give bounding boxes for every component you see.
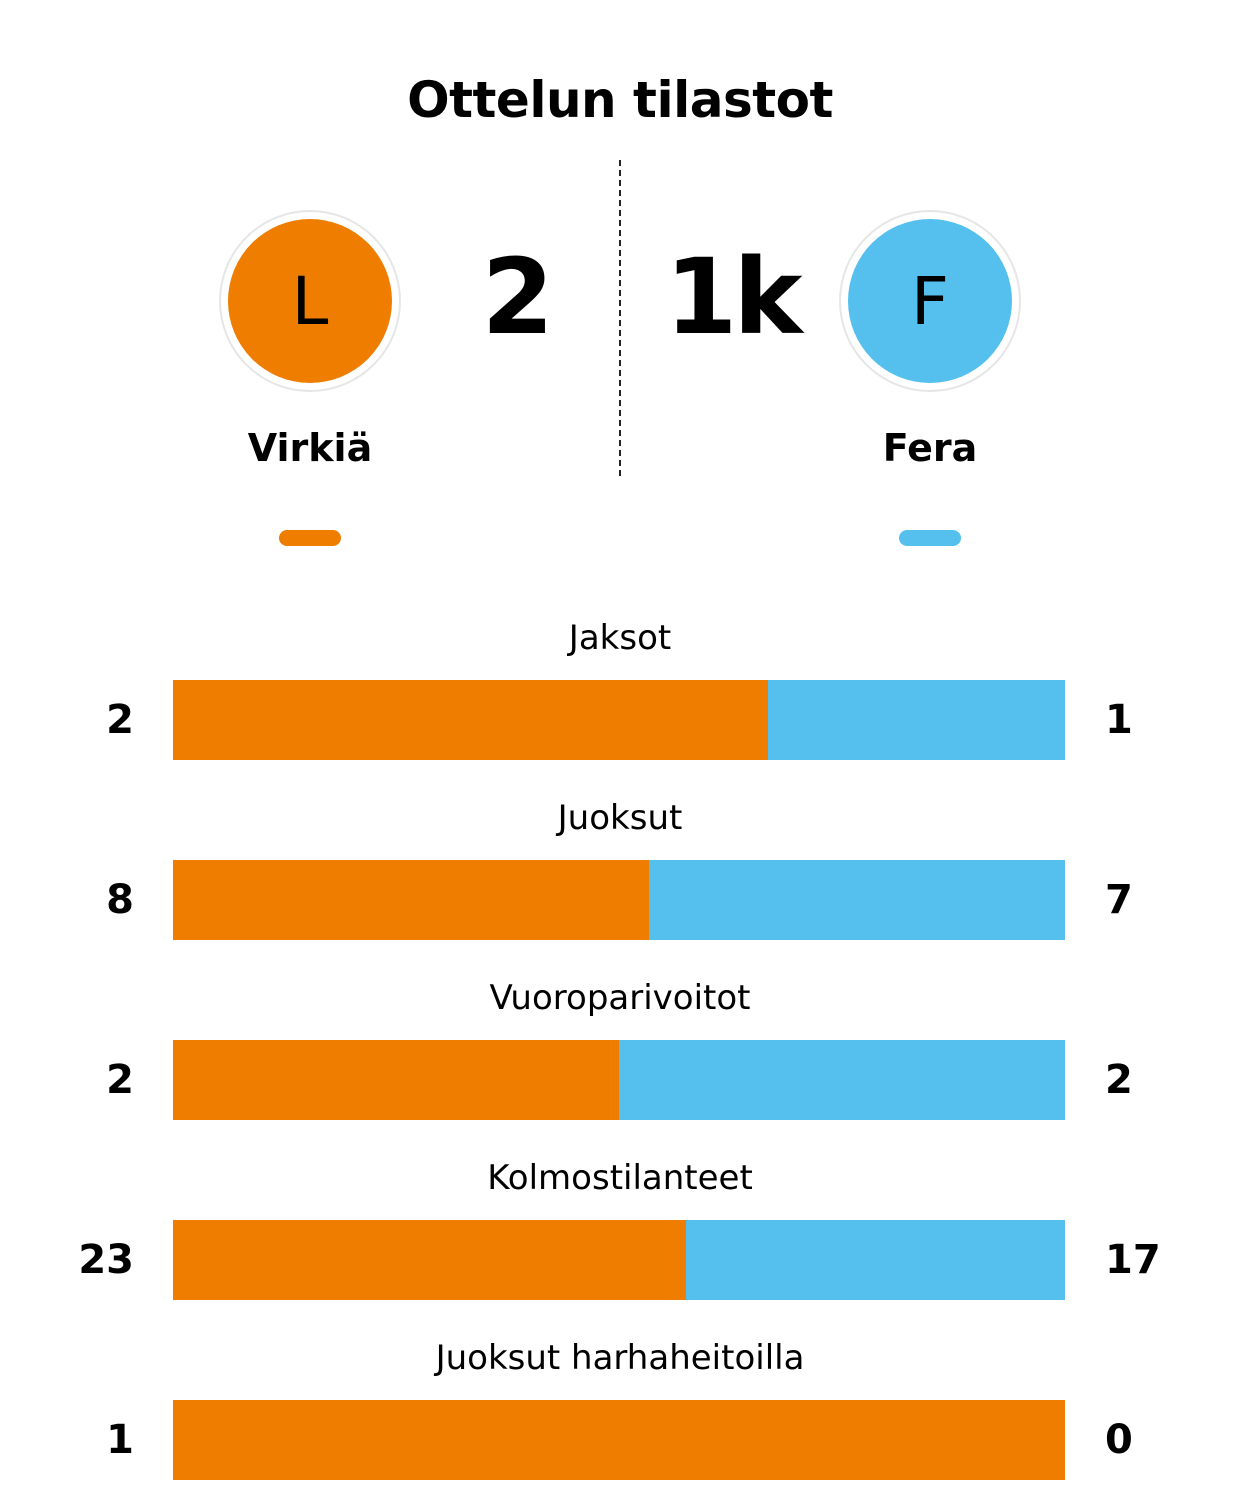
away-team-logo: F <box>839 210 1021 392</box>
away-stat-bar-segment <box>685 1220 1065 1300</box>
page-title: Ottelun tilastot <box>407 71 833 129</box>
home-team-color-legend <box>279 530 341 546</box>
stat-bar <box>173 1400 1065 1480</box>
home-stat-bar-segment <box>173 1400 1065 1480</box>
away-stat-value: 17 <box>1105 1237 1161 1283</box>
away-stat-bar-segment <box>648 860 1065 940</box>
stat-label: Juoksut harhaheitoilla <box>435 1338 805 1378</box>
stat-bar <box>173 1040 1065 1120</box>
home-stat-value: 1 <box>106 1417 134 1463</box>
away-stat-value: 0 <box>1105 1417 1133 1463</box>
away-stat-bar-segment <box>767 680 1065 760</box>
home-stat-bar-segment <box>173 860 649 940</box>
home-team-logo: L <box>219 210 401 392</box>
home-team-name: Virkiä <box>247 426 373 470</box>
home-team-logo-letter: L <box>228 219 392 383</box>
stat-label: Vuoroparivoitot <box>489 978 751 1018</box>
stat-label: Kolmostilanteet <box>487 1158 753 1198</box>
stat-bar <box>173 680 1065 760</box>
home-stat-value: 2 <box>106 1057 134 1103</box>
home-stat-value: 23 <box>78 1237 134 1283</box>
away-stat-value: 7 <box>1105 877 1133 923</box>
stat-label: Jaksot <box>568 618 672 658</box>
away-stat-value: 1 <box>1105 697 1133 743</box>
stat-label: Juoksut <box>557 798 683 838</box>
away-team-logo-letter: F <box>848 219 1012 383</box>
home-stat-bar-segment <box>173 1040 619 1120</box>
away-stat-value: 2 <box>1105 1057 1133 1103</box>
away-team-name: Fera <box>882 426 978 470</box>
stat-bar <box>173 1220 1065 1300</box>
home-stat-bar-segment <box>173 1220 686 1300</box>
stat-bar <box>173 860 1065 940</box>
away-team-color-legend <box>899 530 961 546</box>
away-score: 1k <box>665 236 803 358</box>
home-stat-bar-segment <box>173 680 768 760</box>
home-stat-value: 2 <box>106 697 134 743</box>
center-divider <box>619 160 621 476</box>
away-stat-bar-segment <box>619 1040 1065 1120</box>
home-score: 2 <box>481 236 554 358</box>
home-stat-value: 8 <box>106 877 134 923</box>
